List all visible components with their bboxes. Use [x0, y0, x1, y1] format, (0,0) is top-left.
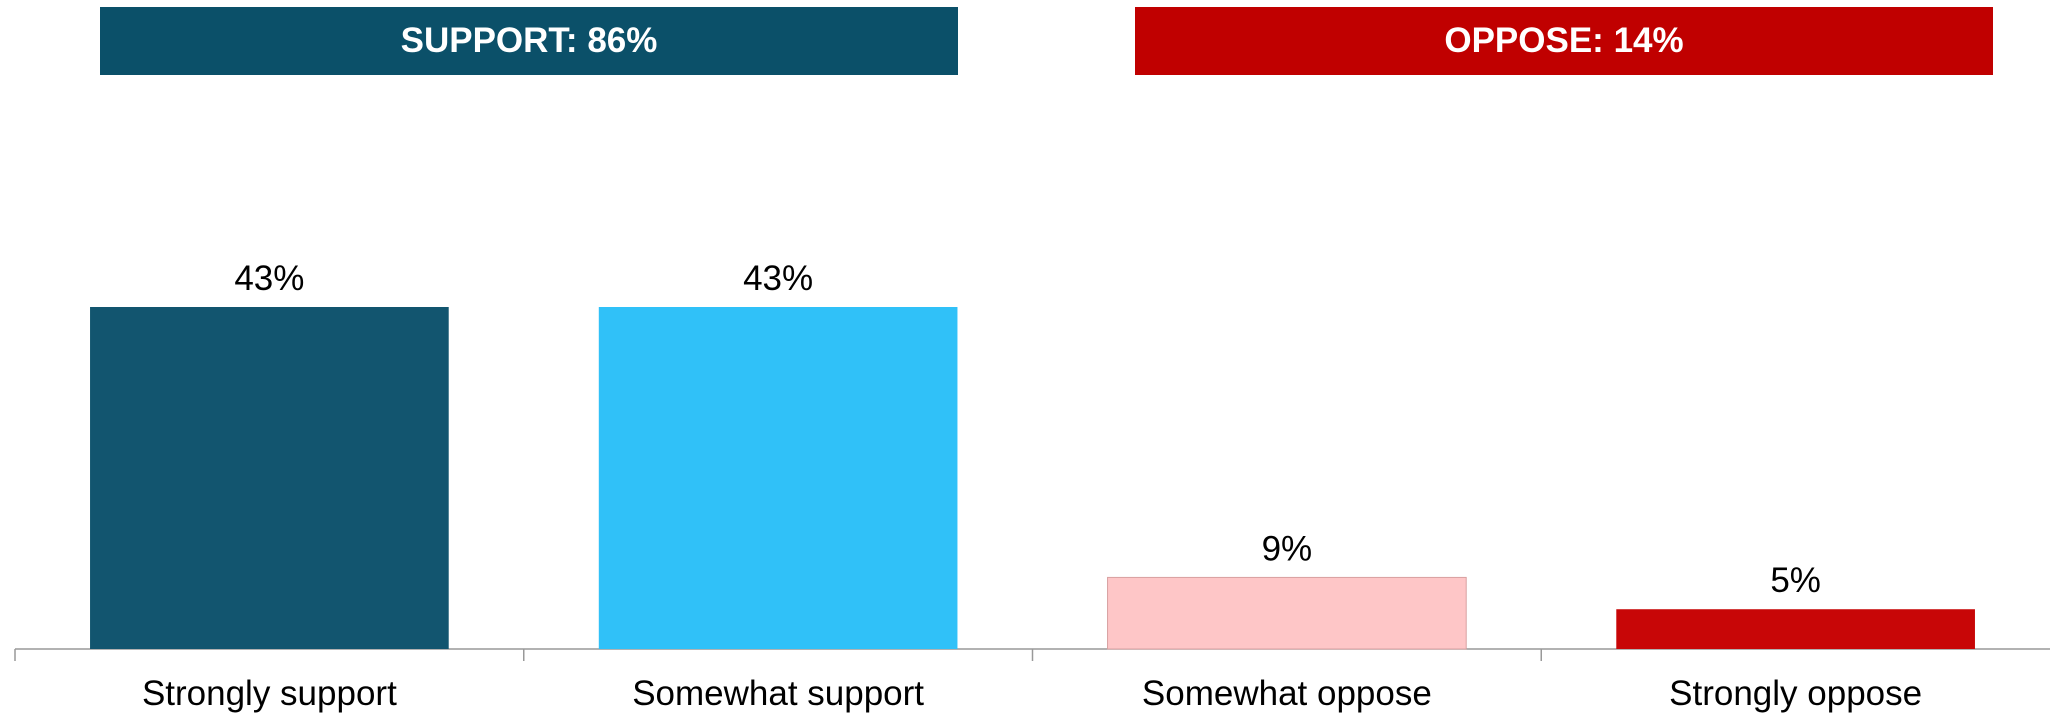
- bar-value-label: 43%: [234, 259, 304, 298]
- bar-value-label: 5%: [1770, 561, 1821, 600]
- category-label: Strongly oppose: [1669, 674, 1922, 713]
- category-label: Somewhat oppose: [1142, 674, 1432, 713]
- category-label: Somewhat support: [632, 674, 924, 713]
- bar: [1107, 576, 1467, 650]
- bar: [598, 307, 958, 649]
- bar-value-label: 43%: [743, 259, 813, 298]
- bar: [1616, 609, 1975, 649]
- bar-value-label: 9%: [1262, 529, 1313, 568]
- category-label: Strongly support: [142, 674, 397, 713]
- bar: [90, 307, 449, 649]
- support-banner: SUPPORT: 86%: [100, 7, 958, 75]
- oppose-banner: OPPOSE: 14%: [1135, 7, 1993, 75]
